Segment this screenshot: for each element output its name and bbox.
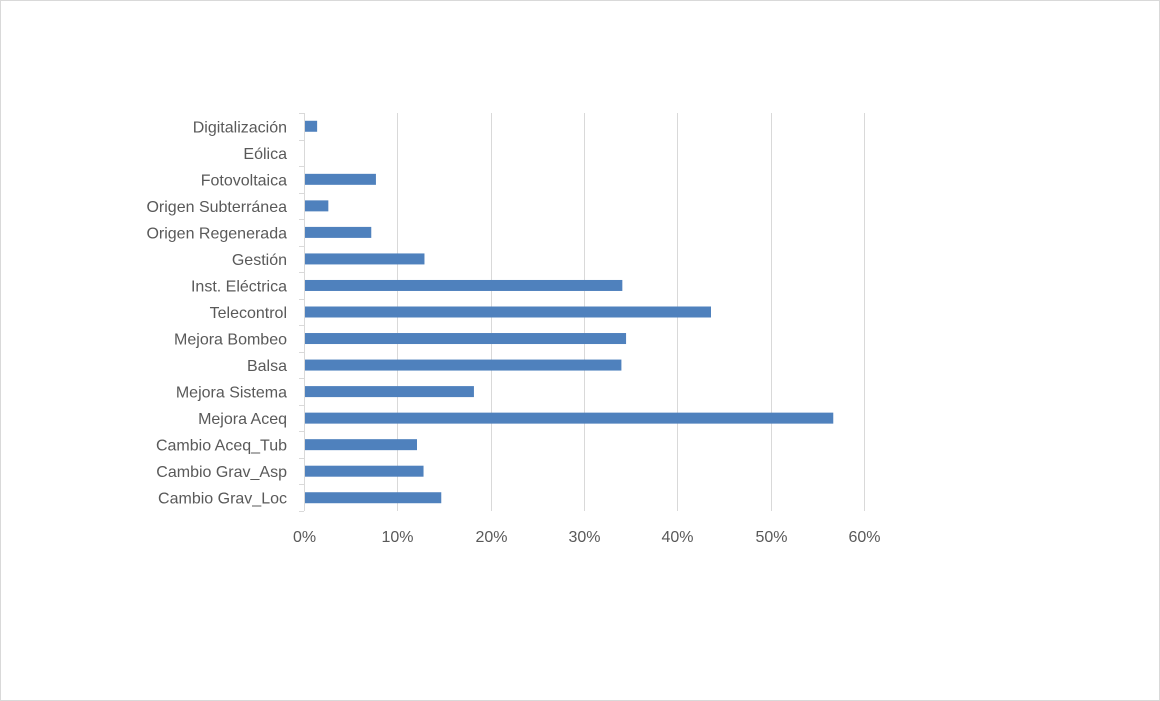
bar: [305, 412, 834, 424]
category-label: Mejora Sistema: [176, 385, 287, 402]
bar: [305, 439, 417, 451]
category-label: Cambio Aceq_Tub: [156, 438, 287, 455]
x-tick-label: 50%: [755, 529, 787, 546]
bar: [305, 120, 318, 132]
category-label: Cambio Grav_Asp: [156, 464, 287, 481]
bar: [305, 173, 376, 185]
bar: [305, 359, 622, 371]
x-tick-label: 10%: [381, 529, 413, 546]
x-tick-label: 60%: [848, 529, 880, 546]
category-labels: Digitalización Eólica Fotovoltaica Origen S…: [146, 119, 287, 507]
category-label: Eólica: [243, 146, 287, 163]
category-label: Origen Subterránea: [146, 199, 287, 216]
category-label: Origen Regenerada: [146, 225, 287, 242]
x-tick-label: 0%: [293, 529, 316, 546]
category-label: Gestión: [232, 252, 287, 269]
category-label: Telecontrol: [210, 305, 287, 322]
bar: [305, 226, 372, 238]
bar: [305, 253, 425, 265]
axes: [299, 113, 305, 512]
category-label: Mejora Aceq: [198, 411, 287, 428]
bar: [305, 200, 329, 212]
category-label: Cambio Grav_Loc: [158, 491, 287, 508]
category-label: Fotovoltaica: [201, 172, 287, 189]
bar: [305, 306, 711, 318]
bar: [305, 492, 442, 504]
bar: [305, 386, 474, 398]
x-tick-label: 30%: [568, 529, 600, 546]
x-tick-label: 40%: [661, 529, 693, 546]
tick-labels: 0% 10% 20% 30% 40% 50% 60%: [293, 529, 881, 546]
bar: [305, 279, 623, 291]
category-label: Inst. Eléctrica: [191, 278, 287, 295]
x-tick-label: 20%: [475, 529, 507, 546]
category-label: Digitalización: [193, 119, 287, 136]
bar: [305, 465, 424, 477]
category-label: Balsa: [247, 358, 287, 375]
bars: [305, 120, 834, 504]
category-label: Mejora Bombeo: [174, 332, 287, 349]
bar: [305, 333, 627, 345]
